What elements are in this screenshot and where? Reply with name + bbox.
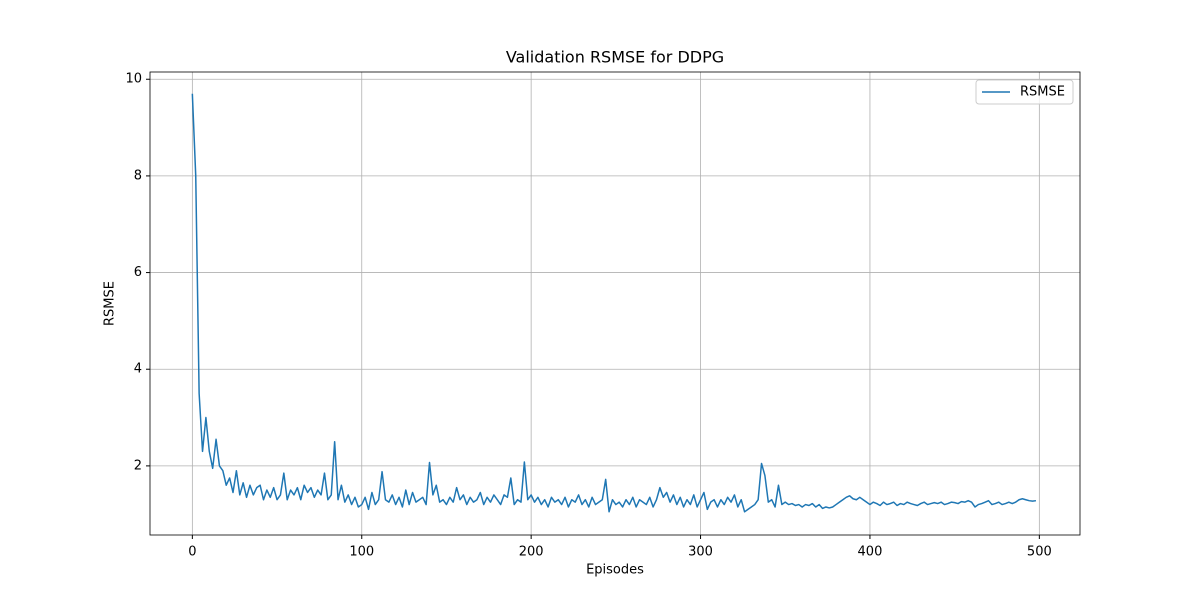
y-tick-label: 10 [125,72,142,87]
legend-label: RSMSE [1020,85,1065,100]
x-tick-label: 300 [688,545,713,560]
x-tick-label: 500 [1027,545,1052,560]
y-axis-label: RSMSE [103,281,118,326]
x-tick-label: 200 [519,545,544,560]
y-tick-label: 4 [134,362,142,377]
x-tick-label: 400 [858,545,883,560]
x-tick-label: 0 [188,545,196,560]
legend-box [975,79,1074,105]
y-tick-label: 8 [134,168,142,183]
x-axis-label: Episodes [586,563,644,578]
x-tick-label: 100 [349,545,374,560]
line [191,93,1037,513]
y-tick-label: 6 [134,265,142,280]
chart-title: Validation RSMSE for DDPG [506,48,724,67]
y-tick-label: 2 [134,458,142,473]
plot-frame [149,71,1081,536]
